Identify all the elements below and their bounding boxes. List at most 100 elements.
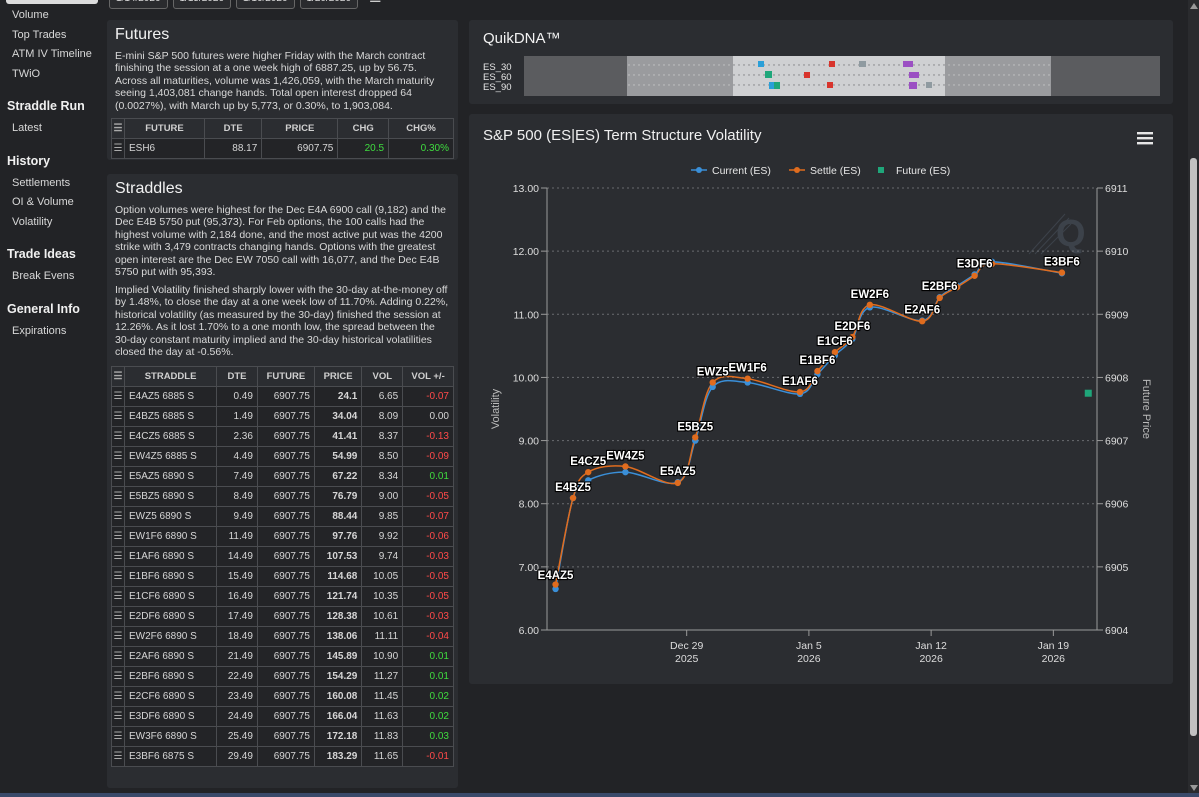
settle-point[interactable] — [953, 283, 961, 291]
table-row[interactable]: ☰ E2DF6 6890 S 17.49 6907.75 128.38 10.61 -0.0… — [111, 606, 454, 627]
column-menu-icon[interactable]: ☰ — [111, 366, 125, 387]
settle-point[interactable] — [796, 388, 804, 396]
sidebar-item[interactable]: Settlements — [12, 176, 71, 189]
table-row[interactable]: ☰ E2AF6 6890 S 21.49 6907.75 145.89 10.90 0.01 — [111, 646, 454, 667]
current-point[interactable] — [709, 383, 716, 391]
column-header[interactable]: VOL +/- — [402, 366, 454, 387]
column-header[interactable]: DTE — [216, 366, 258, 387]
row-menu-icon[interactable]: ☰ — [111, 526, 125, 547]
column-header[interactable]: PRICE — [261, 118, 339, 139]
menu-icon[interactable]: ☰ — [363, 0, 382, 8]
row-menu-icon[interactable]: ☰ — [111, 406, 125, 427]
table-row[interactable]: ☰ E3DF6 6890 S 24.49 6907.75 166.04 11.63 0.02 — [111, 706, 454, 727]
settle-point[interactable] — [919, 318, 926, 325]
settle-point[interactable] — [744, 375, 751, 382]
settle-point[interactable] — [971, 272, 978, 279]
sidebar-item[interactable]: OI & Volume — [12, 196, 74, 208]
column-header[interactable]: CHG — [337, 118, 390, 139]
row-menu-icon[interactable]: ☰ — [111, 746, 125, 767]
sidebar-item[interactable]: Break Evens — [12, 270, 75, 282]
row-menu-icon[interactable]: ☰ — [111, 566, 125, 587]
date-button[interactable]: 1/14/2026 — [109, 0, 168, 9]
settle-point[interactable] — [709, 379, 716, 386]
row-menu-icon[interactable]: ☰ — [111, 138, 125, 159]
table-row[interactable]: ☰ E4BZ5 6885 S 1.49 6907.75 34.04 8.09 0.00 — [111, 406, 454, 427]
row-menu-icon[interactable]: ☰ — [111, 486, 125, 507]
settle-point[interactable] — [831, 348, 839, 356]
table-row[interactable]: ☰ E1AF6 6890 S 14.49 6907.75 107.53 9.74 -0.03 — [111, 546, 454, 567]
current-point[interactable] — [552, 585, 559, 593]
column-header[interactable]: STRADDLE — [123, 366, 218, 387]
row-menu-icon[interactable]: ☰ — [111, 446, 125, 467]
table-row[interactable]: ☰ E4CZ5 6885 S 2.36 6907.75 41.41 8.37 -0.13 — [111, 426, 454, 447]
current-point[interactable] — [622, 468, 629, 476]
table-row[interactable]: ☰ E4AZ5 6885 S 0.49 6907.75 24.1 6.65 -0.07 — [111, 386, 454, 407]
sidebar-selected-item[interactable] — [6, 0, 98, 4]
date-button[interactable]: 1/20/2026 — [299, 0, 358, 9]
settle-point[interactable] — [1058, 269, 1066, 276]
table-row[interactable]: ☰ E2BF6 6890 S 22.49 6907.75 154.29 11.27 0.01 — [111, 666, 454, 687]
current-point[interactable] — [585, 477, 592, 484]
chart-menu-icon[interactable] — [1137, 132, 1153, 145]
row-menu-icon[interactable]: ☰ — [111, 466, 125, 487]
settle-point[interactable] — [569, 494, 577, 502]
settle-point[interactable] — [988, 260, 996, 267]
sidebar-item[interactable]: Expirations — [12, 324, 67, 337]
settle-point[interactable] — [936, 294, 943, 302]
column-header[interactable]: FUTURE — [256, 366, 315, 387]
scroll-up-icon[interactable] — [1190, 3, 1198, 9]
settle-point[interactable] — [692, 434, 699, 441]
table-row[interactable]: ☰ E1BF6 6890 S 15.49 6907.75 114.68 10.05 -0.0… — [111, 566, 454, 587]
table-row[interactable]: ☰ E2CF6 6890 S 23.49 6907.75 160.08 11.45 0.02 — [111, 686, 454, 707]
settle-point[interactable] — [814, 367, 821, 375]
legend-item[interactable]: Future (ES) — [896, 165, 950, 177]
row-menu-icon[interactable]: ☰ — [111, 386, 125, 407]
legend-item[interactable]: Current (ES) — [712, 165, 771, 177]
table-row[interactable]: ☰ EWZ5 6890 S 9.49 6907.75 88.44 9.85 -0.07 — [111, 506, 454, 527]
sidebar-item[interactable]: TWiO — [12, 67, 41, 80]
column-header[interactable]: DTE — [204, 118, 263, 139]
future-point[interactable] — [1084, 389, 1092, 397]
column-menu-icon[interactable]: ☰ — [111, 118, 125, 139]
row-menu-icon[interactable]: ☰ — [111, 506, 125, 527]
row-menu-icon[interactable]: ☰ — [111, 586, 125, 607]
table-row[interactable]: ☰ EW1F6 6890 S 11.49 6907.75 97.76 9.92 -0.06 — [111, 526, 454, 547]
column-header[interactable]: VOL — [361, 366, 404, 387]
settle-point[interactable] — [622, 463, 629, 470]
settle-point[interactable] — [866, 301, 874, 309]
table-row[interactable]: ☰ E5AZ5 6890 S 7.49 6907.75 67.22 8.34 0.01 — [111, 466, 454, 487]
date-button[interactable]: 1/16/2026 — [236, 0, 295, 9]
row-menu-icon[interactable]: ☰ — [111, 606, 125, 627]
column-header[interactable]: CHG% — [388, 118, 454, 139]
sidebar-item[interactable]: Top Trades — [12, 28, 67, 41]
table-row[interactable]: ☰ E1CF6 6890 S 16.49 6907.75 121.74 10.35 -0.0… — [111, 586, 454, 607]
table-row[interactable]: ☰ EW4Z5 6885 S 4.49 6907.75 54.99 8.50 -0.09 — [111, 446, 454, 467]
column-header[interactable]: FUTURE — [123, 118, 206, 139]
table-row[interactable]: ☰ EW2F6 6890 S 18.49 6907.75 138.06 11.11 -0.0… — [111, 626, 454, 647]
row-menu-icon[interactable]: ☰ — [111, 426, 125, 447]
row-menu-icon[interactable]: ☰ — [111, 626, 125, 647]
row-menu-icon[interactable]: ☰ — [111, 546, 125, 567]
row-menu-icon[interactable]: ☰ — [111, 726, 125, 747]
settle-point[interactable] — [552, 581, 559, 588]
row-menu-icon[interactable]: ☰ — [111, 666, 125, 687]
table-row[interactable]: ☰ E5BZ5 6890 S 8.49 6907.75 76.79 9.00 -0.05 — [111, 486, 454, 507]
row-menu-icon[interactable]: ☰ — [111, 646, 125, 667]
settle-point[interactable] — [585, 468, 592, 476]
scroll-down-icon[interactable] — [1190, 785, 1198, 791]
legend-item[interactable]: Settle (ES) — [810, 165, 861, 177]
scroll-thumb[interactable] — [1190, 158, 1197, 736]
row-menu-icon[interactable]: ☰ — [111, 706, 125, 727]
sidebar-item[interactable]: Volatility — [12, 215, 53, 228]
page-scrollbar[interactable] — [1188, 0, 1199, 797]
settle-point[interactable] — [674, 479, 681, 487]
settle-point[interactable] — [849, 333, 856, 341]
table-row[interactable]: ☰ E3BF6 6875 S 29.49 6907.75 183.29 11.65 -0.0… — [111, 746, 454, 767]
table-row[interactable]: ☰ ESH6 88.17 6907.75 20.5 0.30% — [111, 138, 454, 159]
row-menu-icon[interactable]: ☰ — [111, 686, 125, 707]
column-header[interactable]: PRICE — [313, 366, 363, 387]
sidebar-item[interactable]: Volume — [12, 9, 49, 21]
sidebar-item[interactable]: ATM IV Timeline — [12, 48, 92, 60]
table-row[interactable]: ☰ EW3F6 6890 S 25.49 6907.75 172.18 11.83 0.03 — [111, 726, 454, 747]
quikdna-strip[interactable]: ES_30 ES_60 ES_90 — [469, 20, 1173, 104]
